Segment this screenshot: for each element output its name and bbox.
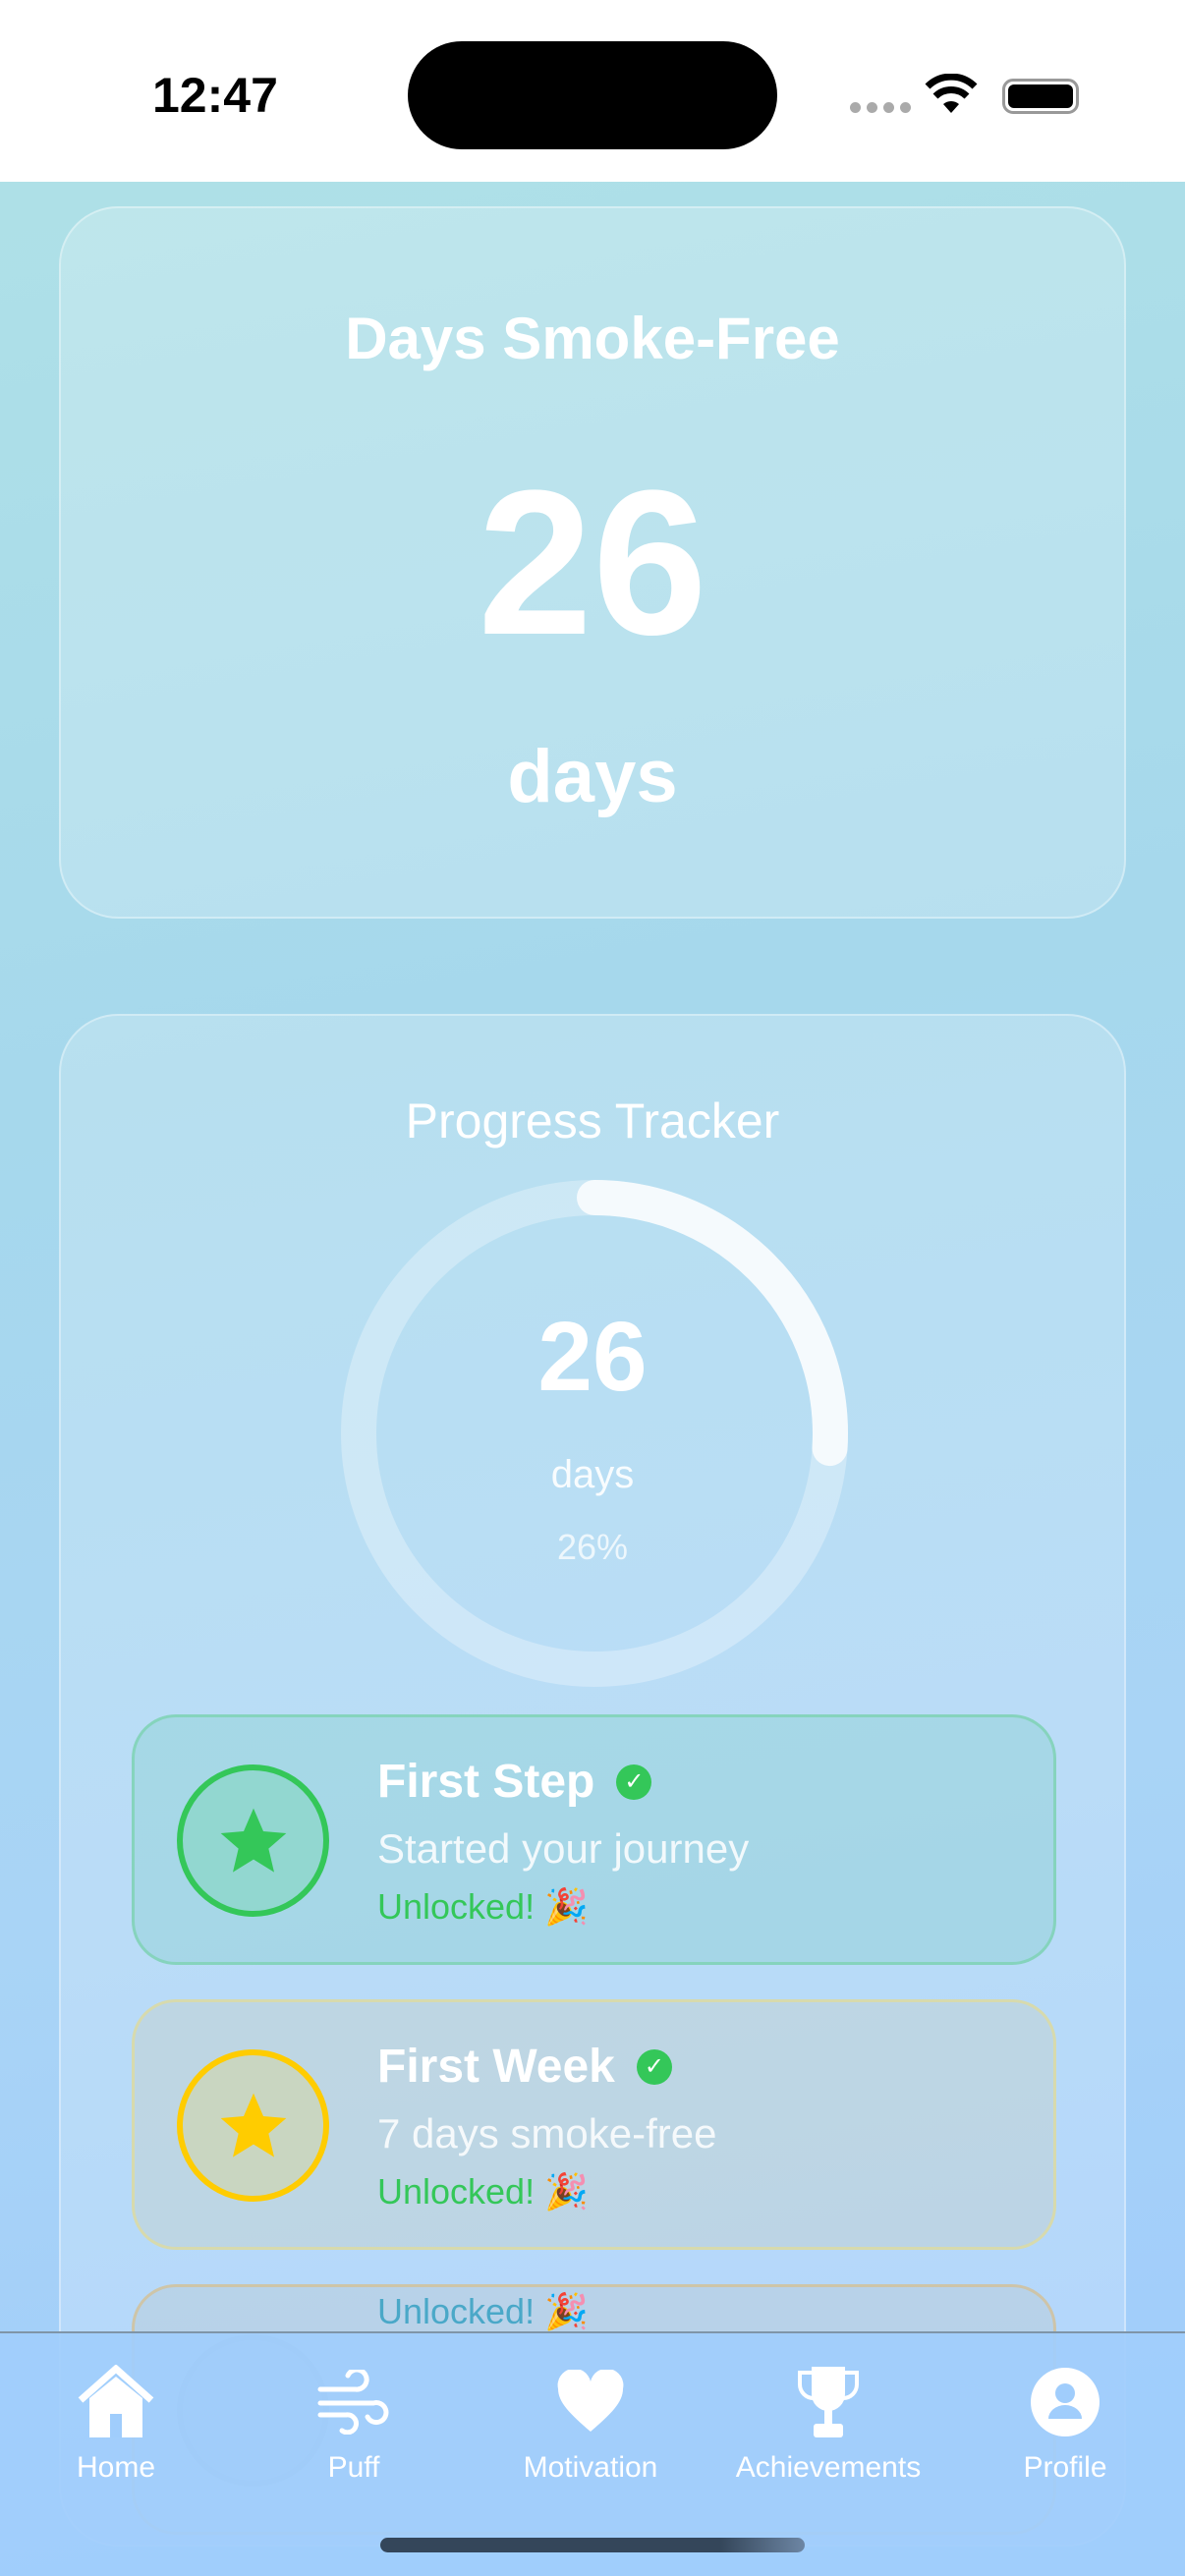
progress-unit: days bbox=[550, 1453, 635, 1496]
achievement-title: First Week bbox=[377, 2041, 615, 2093]
achievement-description: Started your journey bbox=[377, 1825, 750, 1872]
home-indicator[interactable] bbox=[380, 2538, 805, 2552]
tab-label: Achievements bbox=[735, 2451, 922, 2484]
tab-achievements[interactable]: Achievements bbox=[710, 2363, 946, 2485]
cellular-icon bbox=[850, 102, 911, 113]
wifi-icon bbox=[925, 74, 978, 113]
trophy-icon bbox=[710, 2363, 946, 2441]
tab-bar: Home Puff Motivation Achievements Profil… bbox=[0, 2331, 1185, 2576]
progress-count: 26 bbox=[537, 1302, 648, 1412]
battery-icon bbox=[1002, 79, 1079, 114]
achievement-card[interactable]: First Step ✓ Started your journey Unlocke… bbox=[132, 1714, 1056, 1965]
tab-label: Motivation bbox=[523, 2451, 658, 2484]
days-card-title: Days Smoke-Free bbox=[345, 306, 840, 371]
tab-motivation[interactable]: Motivation bbox=[473, 2363, 708, 2485]
checkmark-icon: ✓ bbox=[636, 2048, 672, 2085]
tab-home[interactable]: Home bbox=[0, 2363, 234, 2485]
tab-label: Home bbox=[76, 2451, 156, 2484]
dynamic-island bbox=[408, 41, 777, 149]
status-time: 12:47 bbox=[152, 68, 278, 123]
progress-ring bbox=[341, 1180, 848, 1687]
achievement-status: Unlocked! 🎉 bbox=[377, 1886, 589, 1927]
achievement-card[interactable]: First Week ✓ 7 days smoke-free Unlocked! … bbox=[132, 1999, 1056, 2250]
tab-label: Puff bbox=[327, 2451, 380, 2484]
achievement-title: First Step bbox=[377, 1756, 595, 1808]
progress-title: Progress Tracker bbox=[405, 1093, 780, 1148]
days-smoke-free-card: Days Smoke-Free 26 days bbox=[59, 206, 1126, 919]
status-bar: 12:47 bbox=[0, 0, 1185, 182]
wind-icon bbox=[236, 2363, 472, 2441]
progress-percent: 26% bbox=[556, 1527, 629, 1567]
progress-ring-fill bbox=[341, 1180, 848, 1687]
progress-tracker-card: Progress Tracker 26 days 26% First Step ✓… bbox=[59, 1014, 1126, 2547]
person-circle-icon bbox=[947, 2363, 1183, 2441]
tab-label: Profile bbox=[1023, 2451, 1107, 2484]
star-icon bbox=[177, 1764, 329, 1917]
tab-puff[interactable]: Puff bbox=[236, 2363, 472, 2485]
achievement-description: 7 days smoke-free bbox=[377, 2110, 717, 2156]
days-unit: days bbox=[507, 735, 678, 818]
house-icon bbox=[0, 2363, 234, 2441]
days-count: 26 bbox=[478, 447, 707, 678]
achievement-status: Unlocked! 🎉 bbox=[377, 2171, 589, 2212]
checkmark-icon: ✓ bbox=[616, 1764, 652, 1800]
heart-icon bbox=[473, 2363, 708, 2441]
achievement-status: Unlocked! 🎉 bbox=[377, 2291, 589, 2331]
tab-profile[interactable]: Profile bbox=[947, 2363, 1183, 2485]
star-icon bbox=[177, 2049, 329, 2202]
